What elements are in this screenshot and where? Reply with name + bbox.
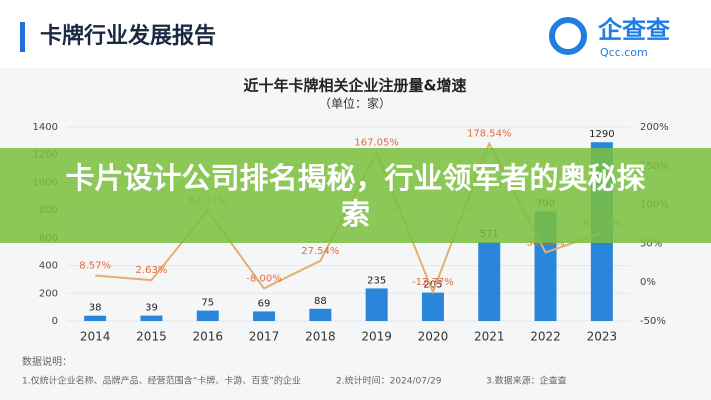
x-tick-label: 2015	[136, 330, 167, 344]
bar-value-label: 75	[201, 298, 214, 309]
note: 1.仅统计企业名称、品牌产品、经营范围含“卡牌、卡游、百变”的企业	[22, 375, 301, 387]
note: 3.数据来源：企查查	[486, 375, 567, 387]
bar-value-label: 1290	[589, 129, 614, 140]
bar	[140, 315, 163, 321]
header-title: 卡牌行业发展报告	[40, 23, 216, 49]
bar-value-label: 69	[258, 298, 271, 309]
bar	[478, 241, 501, 321]
y-tick-label: 0	[52, 316, 58, 327]
bar	[253, 311, 276, 321]
bar	[365, 288, 388, 321]
header-bg	[0, 0, 711, 68]
bar	[84, 315, 107, 321]
bar	[196, 310, 219, 321]
line-value-label: 167.05%	[354, 138, 399, 149]
x-tick-label: 2021	[474, 330, 505, 344]
line-value-label: 2.63%	[136, 265, 168, 276]
logo-icon	[549, 17, 587, 55]
note: 2.统计时间：2024/07/29	[336, 375, 442, 387]
logo-url: Qcc.com	[600, 46, 648, 59]
header-accent	[20, 22, 25, 52]
bar-value-label: 235	[367, 275, 386, 286]
y-tick-label: 1400	[33, 122, 58, 133]
y2-tick-label: -50%	[640, 316, 666, 327]
y2-tick-label: 0%	[640, 277, 656, 288]
logo-text: 企查查	[598, 16, 670, 44]
y-tick-label: 400	[39, 261, 58, 272]
y-tick-label: 200	[39, 288, 58, 299]
bar-value-label: 38	[89, 303, 102, 314]
x-tick-label: 2020	[418, 330, 449, 344]
y2-tick-label: 50%	[640, 238, 662, 249]
chart-subtitle: （单位：家）	[319, 96, 391, 111]
y2-tick-label: 200%	[640, 122, 669, 133]
line-value-label: 27.54%	[301, 246, 339, 257]
x-tick-label: 2018	[305, 330, 336, 344]
bar-value-label: 205	[423, 280, 442, 291]
bar-value-label: 88	[314, 296, 327, 307]
line-value-label: 8.57%	[79, 261, 111, 272]
notes-title: 数据说明：	[22, 355, 72, 368]
banner: 卡片设计公司排名揭秘，行业领军者的奥秘探索	[0, 148, 711, 243]
banner-text: 卡片设计公司排名揭秘，行业领军者的奥秘探索	[65, 160, 646, 231]
bar	[421, 292, 444, 321]
chart-title: 近十年卡牌相关企业注册量&增速	[243, 77, 466, 95]
x-tick-label: 2017	[249, 330, 280, 344]
x-tick-label: 2014	[80, 330, 111, 344]
x-tick-label: 2023	[587, 330, 618, 344]
x-tick-label: 2022	[530, 330, 561, 344]
line-value-label: 178.54%	[467, 129, 512, 140]
bar	[309, 308, 332, 321]
x-tick-label: 2019	[361, 330, 392, 344]
line-value-label: -12.77%	[412, 277, 454, 288]
x-tick-label: 2016	[192, 330, 223, 344]
bar-value-label: 39	[145, 303, 158, 314]
line-value-label: -8.00%	[246, 273, 281, 284]
